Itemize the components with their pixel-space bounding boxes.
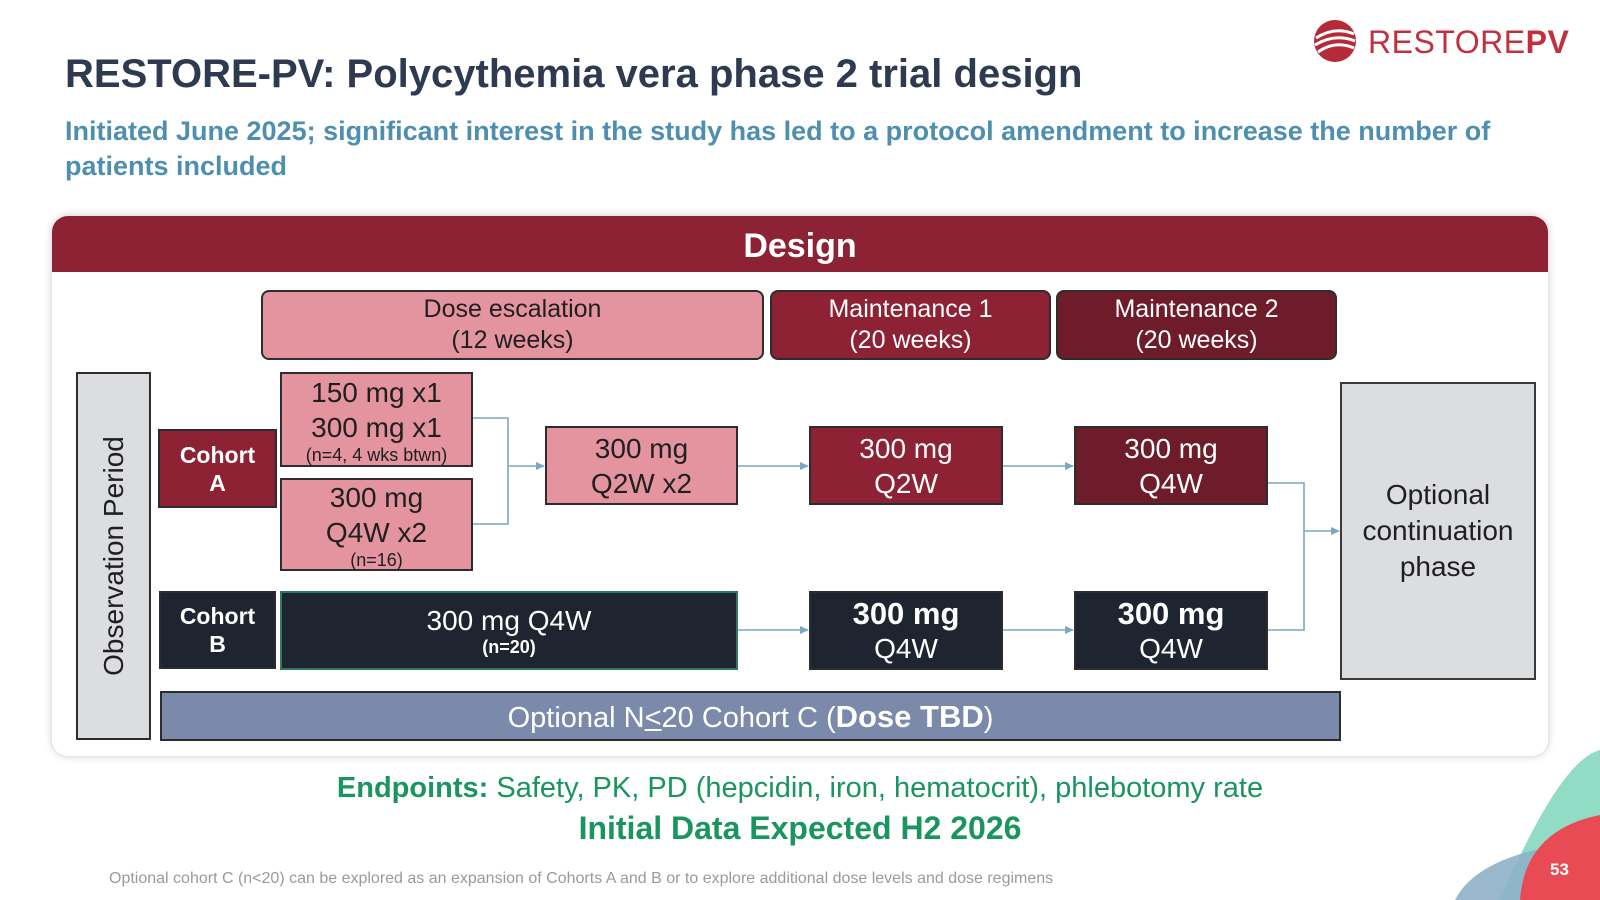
cohort-c-suffix: ) [983, 702, 994, 734]
observation-period: Observation Period [76, 372, 151, 740]
phase-maintenance-1: Maintenance 1 (20 weeks) [770, 290, 1051, 360]
phase-maintenance-2-line2: (20 weeks) [1135, 326, 1258, 354]
phase-maintenance-2: Maintenance 2 (20 weeks) [1056, 290, 1337, 360]
phase-maintenance-2-line1: Maintenance 2 [1114, 295, 1279, 323]
cohort-a-escalation-end: 300 mg Q2W x2 [545, 426, 738, 505]
cohort-b-label-line1: Cohort [179, 603, 256, 629]
cohort-c-leq: < [644, 702, 662, 734]
endpoints-label: Endpoints: [336, 772, 489, 804]
phase-dose-escalation-line2: (12 weeks) [451, 326, 574, 354]
cohort-a-arm1-line1: 150 mg x1 [311, 376, 442, 408]
optional-phase-line2: continuation [1362, 515, 1514, 546]
arm-merge-bracket [473, 417, 509, 525]
cohort-b-escalation-note: (n=20) [482, 636, 536, 657]
cohort-a-arm2: 300 mg Q4W x2 (n=16) [280, 478, 473, 571]
design-header: Design [52, 216, 1548, 272]
page-title: RESTORE-PV: Polycythemia vera phase 2 tr… [65, 52, 1083, 96]
cohort-b-maintenance-1-line1: 300 mg [852, 595, 960, 631]
cohort-a-arm2-line1: 300 mg [329, 481, 424, 513]
cohort-c-bold: Dose TBD [835, 699, 984, 734]
logo-text-light: RESTORE [1368, 24, 1526, 60]
cohort-c-prefix: Optional N [507, 702, 645, 734]
cohort-a-maintenance-1: 300 mg Q2W [809, 426, 1003, 505]
cohort-a-label-line2: A [209, 469, 226, 496]
cohort-a-arm1: 150 mg x1 300 mg x1 (n=4, 4 wks btwn) [280, 372, 473, 467]
data-expected: Initial Data Expected H2 2026 [578, 810, 1022, 846]
cohort-b-escalation: 300 mg Q4W (n=20) [280, 591, 738, 670]
cohort-c-bar: Optional N<20 Cohort C (Dose TBD) [160, 691, 1341, 741]
cohort-a-arm2-note: (n=16) [350, 549, 403, 570]
cohort-a-label: Cohort A [158, 429, 277, 508]
restorepv-logo: RESTOREPV [1312, 18, 1582, 64]
cohort-b-maintenance-1-line2: Q4W [874, 632, 938, 664]
phase-maintenance-1-line1: Maintenance 1 [828, 295, 993, 323]
optional-continuation-phase: Optional continuation phase [1340, 382, 1536, 680]
cohort-b-escalation-line1: 300 mg Q4W [426, 604, 592, 636]
cohort-b-maintenance-2-line2: Q4W [1139, 632, 1203, 664]
cohort-a-maintenance-1-line2: Q2W [874, 467, 938, 499]
phase-maintenance-1-line2: (20 weeks) [849, 326, 972, 354]
optional-phase-line1: Optional [1385, 479, 1491, 510]
cohort-a-escalation-end-line1: 300 mg [594, 432, 689, 464]
cohort-b-maintenance-1: 300 mg Q4W [809, 591, 1003, 670]
cohort-a-maintenance-2-line1: 300 mg [1124, 432, 1218, 464]
cohort-a-maintenance-1-line1: 300 mg [859, 432, 953, 464]
globe-swoosh-icon [1314, 20, 1356, 62]
cohort-a-arm2-line2: Q4W x2 [325, 516, 428, 548]
cohort-a-arm1-note: (n=4, 4 wks btwn) [305, 444, 448, 465]
endpoints-text: Safety, PK, PD (hepcidin, iron, hematocr… [488, 772, 1264, 804]
cohort-merge-bracket [1268, 482, 1305, 631]
cohort-a-maintenance-2-line2: Q4W [1139, 467, 1203, 499]
phase-dose-escalation: Dose escalation (12 weeks) [261, 290, 764, 360]
cohort-a-escalation-end-line2: Q2W x2 [590, 467, 693, 499]
cohort-b-maintenance-2: 300 mg Q4W [1074, 591, 1268, 670]
page-number: 53 [1550, 860, 1569, 879]
phase-dose-escalation-line1: Dose escalation [423, 295, 602, 323]
cohort-a-maintenance-2: 300 mg Q4W [1074, 426, 1268, 505]
endpoints-line: Endpoints: Safety, PK, PD (hepcidin, iro… [0, 772, 1600, 805]
cohort-b-label-line2: B [209, 631, 226, 657]
footnote: Optional cohort C (n<20) can be explored… [109, 870, 1054, 887]
cohort-a-arm1-line2: 300 mg x1 [311, 411, 442, 443]
logo-text-bold: PV [1525, 24, 1570, 60]
cohort-b-label: Cohort B [159, 591, 276, 669]
optional-phase-line3: phase [1399, 551, 1477, 582]
page-subtitle: Initiated June 2025; significant interes… [65, 116, 1491, 181]
cohort-b-maintenance-2-line1: 300 mg [1117, 595, 1225, 631]
cohort-c-middle: 20 Cohort C ( [661, 702, 836, 734]
cohort-a-label-line1: Cohort [179, 441, 256, 468]
